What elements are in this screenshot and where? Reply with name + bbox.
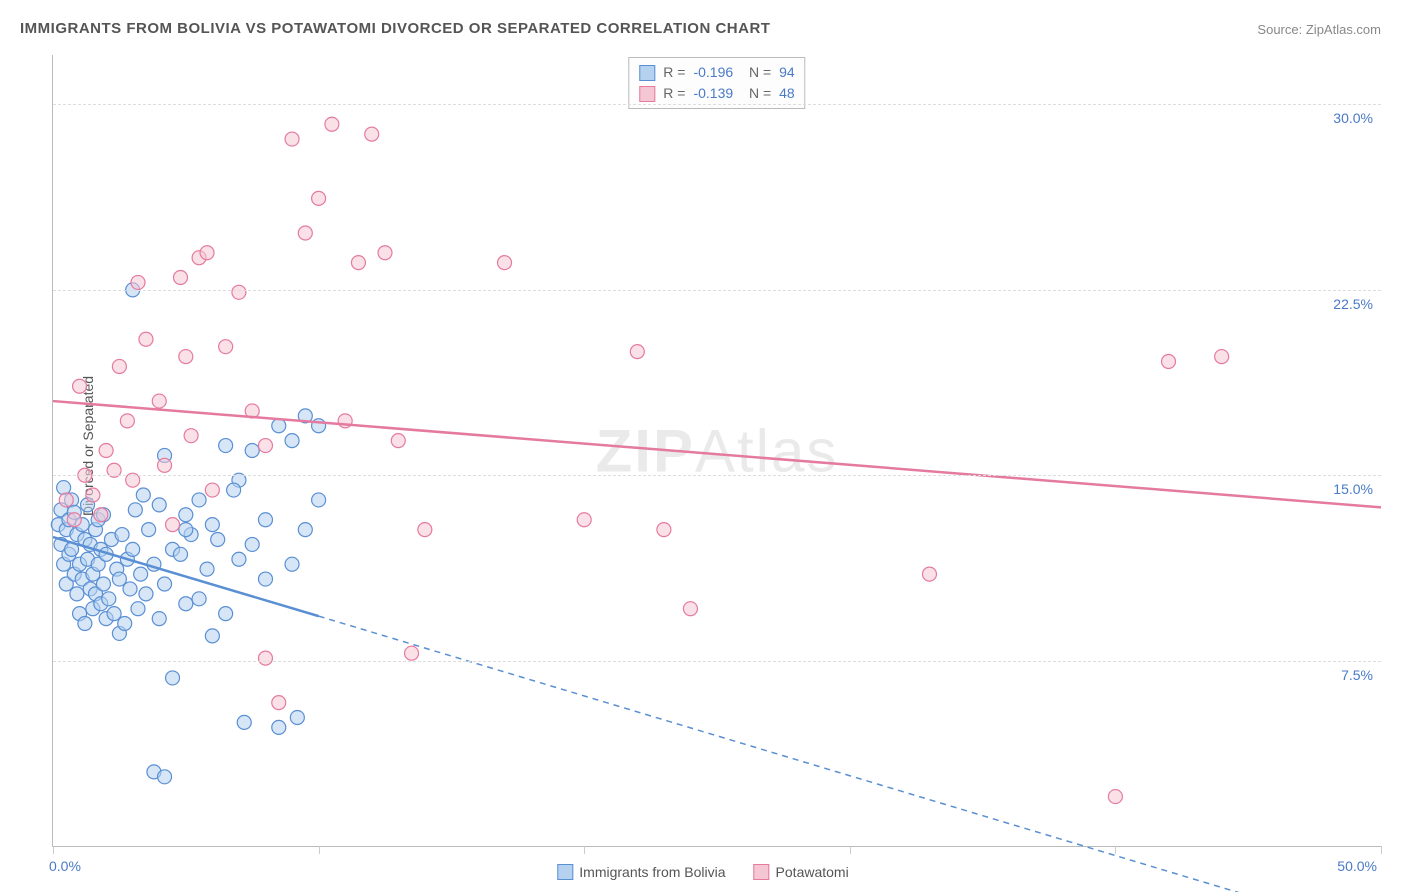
chart-title: IMMIGRANTS FROM BOLIVIA VS POTAWATOMI DI… [20, 20, 770, 37]
legend-item-bolivia: Immigrants from Bolivia [557, 864, 725, 880]
swatch-potawatomi-bottom [754, 864, 770, 880]
source-label: Source: ZipAtlas.com [1257, 22, 1381, 37]
swatch-bolivia-bottom [557, 864, 573, 880]
bottom-legend: Immigrants from Bolivia Potawatomi [557, 864, 848, 880]
chart-plot-area: ZIPAtlas R = -0.196 N = 94 R = -0.139 N … [52, 55, 1381, 847]
legend-item-potawatomi: Potawatomi [754, 864, 849, 880]
scatter-svg [53, 55, 1381, 846]
